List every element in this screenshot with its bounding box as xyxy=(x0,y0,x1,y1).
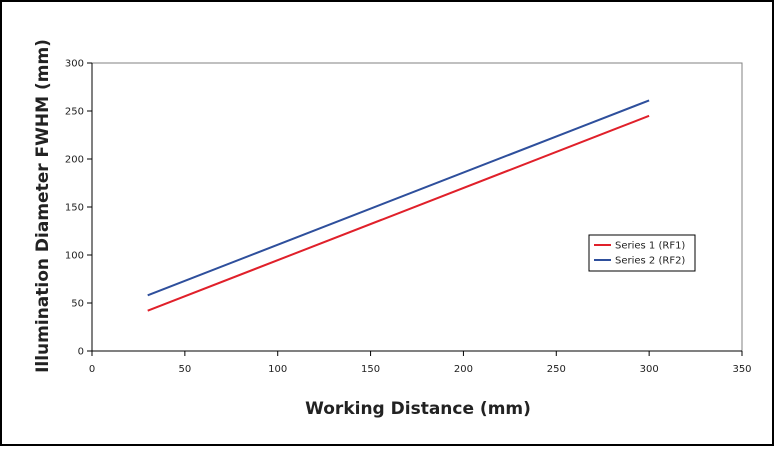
x-tick-label: 50 xyxy=(178,364,191,375)
legend: Series 1 (RF1) Series 2 (RF2) xyxy=(588,234,696,272)
y-tick-label: 150 xyxy=(65,203,84,214)
x-tick-label: 300 xyxy=(640,364,659,375)
x-tick-label: 350 xyxy=(732,364,751,375)
x-tick-label: 250 xyxy=(547,364,566,375)
x-axis-title: Working Distance (mm) xyxy=(305,399,531,419)
x-tick-label: 200 xyxy=(454,364,473,375)
y-tick-label: 100 xyxy=(65,251,84,262)
y-tick-label: 0 xyxy=(78,347,84,358)
legend-box xyxy=(588,234,696,272)
series-line-2 xyxy=(147,99,650,297)
y-tick-label: 300 xyxy=(65,59,84,70)
y-axis-title: Illumination Diameter FWHM (mm) xyxy=(33,39,53,373)
x-tick-label: 100 xyxy=(268,364,287,375)
y-tick-label: 250 xyxy=(65,107,84,118)
y-tick-label: 50 xyxy=(71,299,84,310)
x-tick-label: 0 xyxy=(89,364,95,375)
x-tick-label: 150 xyxy=(361,364,380,375)
y-tick-label: 200 xyxy=(65,155,84,166)
legend-label-1: Series 1 (RF1) xyxy=(615,241,685,252)
series-line-1 xyxy=(147,114,650,312)
legend-label-2: Series 2 (RF2) xyxy=(615,256,685,267)
